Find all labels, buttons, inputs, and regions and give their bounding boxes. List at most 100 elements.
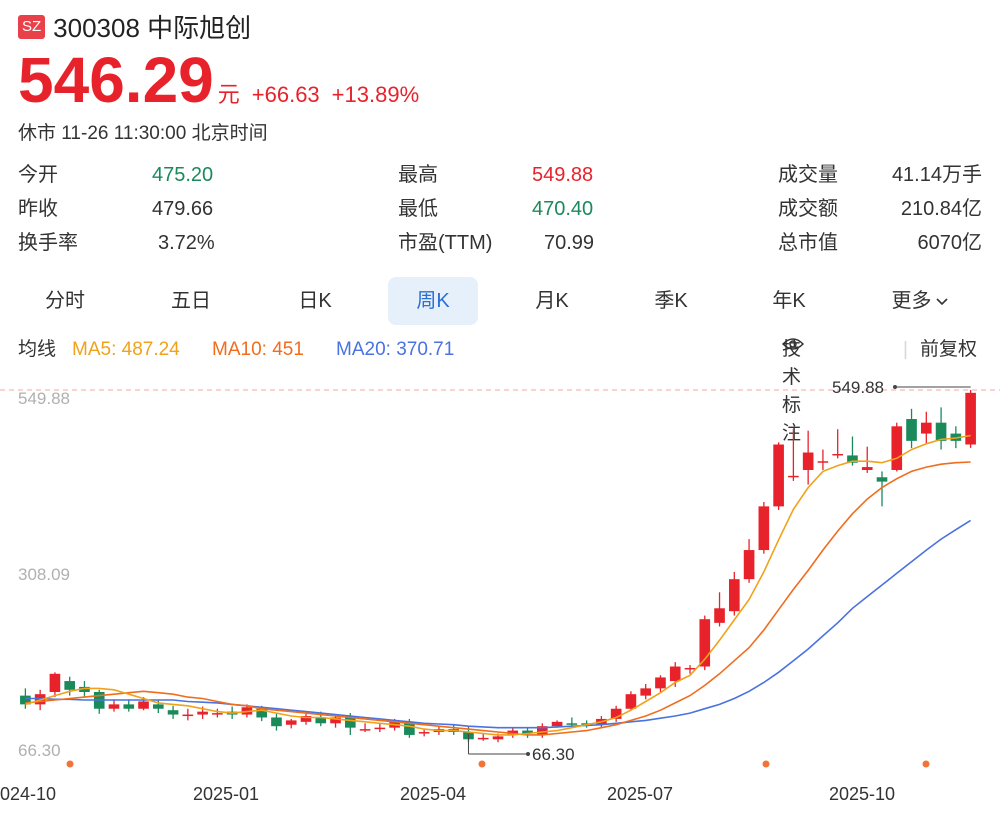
stat-value-pe: 70.99 bbox=[544, 232, 595, 254]
candle-body bbox=[891, 426, 903, 470]
market-status: 休市 11-26 11:30:00 北京时间 bbox=[18, 123, 268, 144]
candle-body bbox=[123, 704, 135, 709]
candle-body bbox=[79, 686, 90, 692]
stats-row-1: 今开 475.20 最高 549.88 成交量 41.14万手 bbox=[18, 158, 982, 192]
stat-value-prev-close: 479.66 bbox=[152, 198, 214, 220]
candle-body bbox=[315, 717, 327, 724]
tab-yearly-k[interactable]: 年K bbox=[772, 290, 806, 312]
stat-label-low: 最低 bbox=[398, 198, 438, 220]
ma-row-divider: | bbox=[903, 339, 908, 360]
stat-label-pe: 市盈(TTM) bbox=[398, 232, 493, 254]
ma5-value: MA5: 487.24 bbox=[72, 339, 180, 360]
stats-row-3: 换手率 3.72% 市盈(TTM) 70.99 总市值 6070亿 bbox=[18, 226, 982, 260]
candle-body bbox=[271, 717, 282, 727]
title-row: SZ 300308 中际旭创 bbox=[18, 8, 251, 45]
x-axis-label: 2025-07 bbox=[607, 784, 673, 804]
candle-body bbox=[758, 506, 770, 551]
tab-monthly-k[interactable]: 月K bbox=[535, 290, 569, 312]
x-axis-label: 2025-01 bbox=[193, 784, 259, 804]
candle-body bbox=[684, 667, 696, 670]
event-marker-dot bbox=[762, 760, 770, 768]
market-badge: SZ bbox=[18, 14, 46, 39]
eye-icon bbox=[782, 338, 804, 350]
stat-label-prev-close: 昨收 bbox=[18, 198, 58, 220]
candle-body bbox=[152, 704, 164, 709]
candle-body bbox=[832, 453, 844, 456]
stat-value-high: 549.88 bbox=[532, 164, 594, 186]
candle-body bbox=[788, 475, 799, 478]
candle-body bbox=[330, 717, 341, 724]
candle-body bbox=[625, 694, 637, 709]
stat-label-turnover-rate: 换手率 bbox=[18, 232, 78, 254]
tab-more-label: 更多 bbox=[891, 290, 932, 312]
candle-body bbox=[920, 422, 932, 434]
candle-body bbox=[212, 713, 223, 715]
candle-body bbox=[20, 695, 31, 705]
candle-body bbox=[536, 726, 548, 735]
candle-body bbox=[743, 550, 755, 580]
candle-body bbox=[817, 461, 829, 463]
ma-label: 均线 bbox=[18, 339, 57, 360]
tab-quarterly-k[interactable]: 季K bbox=[654, 290, 688, 312]
candle-body bbox=[965, 392, 976, 445]
high-annotation-label: 549.88 bbox=[832, 378, 884, 397]
candle-body bbox=[256, 708, 268, 718]
stat-value-volume: 41.14万手 bbox=[891, 164, 982, 186]
candle-body bbox=[640, 688, 652, 696]
candle-body bbox=[655, 677, 666, 689]
candle-body bbox=[344, 716, 356, 728]
candle-body bbox=[861, 467, 873, 470]
tab-daily-k[interactable]: 日K bbox=[298, 290, 332, 312]
price-row: 546.29 元 +66.63 +13.89% bbox=[18, 44, 419, 116]
adjust-toggle[interactable]: 前复权 bbox=[920, 339, 978, 360]
candle-body bbox=[802, 452, 814, 470]
stat-label-turnover: 成交额 bbox=[778, 198, 838, 220]
tech-annotation-label: 技术标注 bbox=[782, 339, 802, 444]
candle-body bbox=[876, 477, 888, 482]
candle-body bbox=[49, 673, 61, 692]
candle-body bbox=[167, 710, 179, 715]
high-annotation-dot bbox=[893, 385, 897, 389]
tab-more[interactable]: 更多 bbox=[870, 277, 970, 325]
stock-title: 300308 中际旭创 bbox=[53, 13, 252, 43]
ma10-line bbox=[25, 461, 971, 736]
stat-label-market-cap: 总市值 bbox=[778, 232, 838, 254]
candle-body bbox=[610, 708, 622, 719]
stats-row-2: 昨收 479.66 最低 470.40 成交额 210.84亿 bbox=[18, 192, 982, 226]
tab-weekly-k[interactable]: 周K bbox=[388, 277, 478, 325]
candle-body bbox=[566, 723, 578, 725]
tech-annotation-toggle[interactable]: 技术标注 bbox=[782, 336, 804, 444]
candle-body bbox=[197, 711, 208, 715]
period-tabs: 分时 五日 日K 周K 月K 季K 年K 更多 bbox=[0, 277, 1000, 325]
candle-body bbox=[64, 681, 76, 690]
candle-body bbox=[728, 579, 740, 612]
stat-value-low: 470.40 bbox=[532, 198, 594, 220]
low-annotation-dot bbox=[526, 752, 530, 756]
stat-label-volume: 成交量 bbox=[778, 164, 838, 186]
ma10-value: MA10: 451 bbox=[212, 339, 304, 360]
stat-label-open: 今开 bbox=[18, 164, 58, 186]
weekly-k-chart[interactable]: 549.88 308.09 66.30 549.88 66.30 2024-10 2025-… bbox=[0, 370, 1000, 824]
candle-body bbox=[182, 714, 194, 717]
candle-body bbox=[492, 736, 504, 740]
candle-body bbox=[477, 737, 489, 740]
candle-body bbox=[404, 721, 415, 735]
stat-label-high: 最高 bbox=[398, 164, 438, 186]
last-price: 546.29 bbox=[18, 44, 214, 116]
candle-body bbox=[285, 720, 297, 725]
y-axis-label: 549.88 bbox=[18, 389, 70, 408]
candle-body bbox=[773, 444, 784, 507]
candle-body bbox=[374, 727, 386, 730]
tab-five-day[interactable]: 五日 bbox=[171, 290, 211, 312]
candle-body bbox=[359, 729, 371, 731]
price-change-pct: +13.89% bbox=[331, 82, 420, 107]
y-axis-label: 308.09 bbox=[18, 565, 70, 584]
chevron-down-icon bbox=[935, 298, 948, 306]
stat-value-turnover: 210.84亿 bbox=[900, 198, 982, 220]
ma-legend: 均线 MA5: 487.24 MA10: 451 MA20: 370.71 技术… bbox=[18, 336, 982, 444]
stat-value-open: 475.20 bbox=[152, 164, 214, 186]
x-axis-label: 2025-10 bbox=[829, 784, 895, 804]
candle-body bbox=[300, 716, 312, 722]
stats-grid: 今开 475.20 最高 549.88 成交量 41.14万手 昨收 479.6… bbox=[18, 158, 982, 260]
tab-intraday[interactable]: 分时 bbox=[45, 290, 85, 312]
